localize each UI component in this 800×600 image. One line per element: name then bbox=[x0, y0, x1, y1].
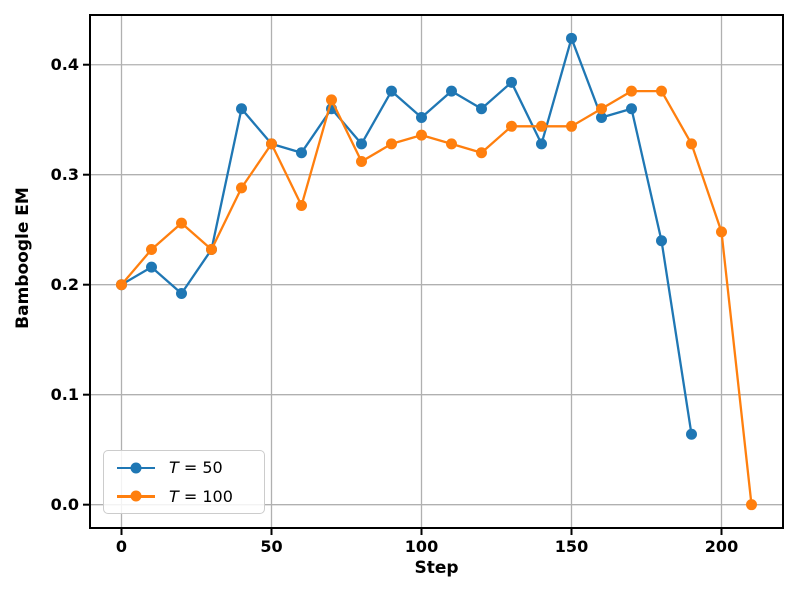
x-tick-label: 200 bbox=[705, 537, 738, 556]
legend-item-t50: T = 50 bbox=[104, 454, 264, 482]
y-tick-label: 0.3 bbox=[51, 165, 79, 184]
data-point-marker bbox=[476, 147, 487, 159]
data-point-marker bbox=[716, 226, 727, 238]
data-point-marker bbox=[596, 103, 607, 115]
data-point-marker bbox=[146, 261, 157, 273]
axis-ticks: 0 50 100 150 200 0.0 0.1 0.2 0.3 0.4 bbox=[51, 55, 739, 556]
y-tick-label: 0.4 bbox=[51, 55, 79, 74]
legend-label-var: T bbox=[169, 486, 179, 506]
data-point-marker bbox=[146, 244, 157, 256]
data-point-marker bbox=[326, 94, 337, 106]
data-point-marker bbox=[686, 138, 697, 150]
series-line bbox=[120, 89, 753, 506]
data-point-marker bbox=[656, 235, 667, 247]
data-point-marker bbox=[746, 499, 757, 511]
legend-item-t100: T = 100 bbox=[104, 482, 264, 510]
data-point-marker bbox=[506, 120, 517, 132]
data-point-marker bbox=[506, 76, 517, 88]
data-point-marker bbox=[536, 138, 547, 150]
data-point-marker bbox=[266, 138, 277, 150]
y-tick-label: 0.0 bbox=[51, 495, 79, 514]
x-tick-label: 50 bbox=[260, 537, 282, 556]
data-point-marker bbox=[356, 138, 367, 150]
legend-marker-t50 bbox=[117, 462, 155, 474]
legend-label-rest: = 100 bbox=[178, 486, 233, 506]
data-point-marker bbox=[656, 85, 667, 97]
data-point-marker bbox=[416, 112, 427, 124]
y-axis-label: Bamboogle EM bbox=[13, 187, 33, 329]
data-point-marker bbox=[416, 129, 427, 141]
data-point-marker bbox=[686, 428, 697, 440]
legend-label-t100: T = 100 bbox=[169, 487, 233, 506]
x-tick-label: 0 bbox=[116, 537, 127, 556]
data-point-marker bbox=[236, 103, 247, 115]
data-point-marker bbox=[236, 182, 247, 194]
series-line bbox=[120, 37, 693, 436]
legend-marker-t100 bbox=[117, 490, 155, 502]
data-point-marker bbox=[176, 217, 187, 229]
data-point-marker bbox=[356, 156, 367, 168]
data-point-marker bbox=[626, 85, 637, 97]
data-point-marker bbox=[536, 120, 547, 132]
data-point-marker bbox=[626, 103, 637, 115]
data-point-marker bbox=[596, 112, 607, 124]
legend-label-var: T bbox=[169, 458, 179, 478]
data-point-marker bbox=[446, 138, 457, 150]
legend-label-rest: = 50 bbox=[178, 458, 223, 478]
legend-label-t50: T = 50 bbox=[169, 458, 223, 477]
data-point-marker bbox=[476, 103, 487, 115]
axes-frame bbox=[89, 14, 784, 529]
x-axis-label: Step bbox=[414, 558, 459, 578]
data-point-marker bbox=[176, 287, 187, 299]
data-point-marker bbox=[296, 147, 307, 159]
series-t100 bbox=[116, 85, 757, 511]
y-tick-label: 0.2 bbox=[51, 275, 79, 294]
data-point-marker bbox=[116, 279, 127, 291]
data-point-marker bbox=[566, 32, 577, 44]
data-point-marker bbox=[566, 120, 577, 132]
legend: T = 50 T = 100 bbox=[103, 450, 265, 514]
data-point-marker bbox=[386, 85, 397, 97]
data-point-marker bbox=[386, 138, 397, 150]
data-point-marker bbox=[206, 244, 217, 256]
y-tick-label: 0.1 bbox=[51, 385, 79, 404]
x-tick-label: 100 bbox=[405, 537, 438, 556]
data-point-marker bbox=[296, 200, 307, 212]
series-t50 bbox=[116, 32, 697, 440]
x-tick-label: 150 bbox=[555, 537, 588, 556]
data-point-marker bbox=[446, 85, 457, 97]
